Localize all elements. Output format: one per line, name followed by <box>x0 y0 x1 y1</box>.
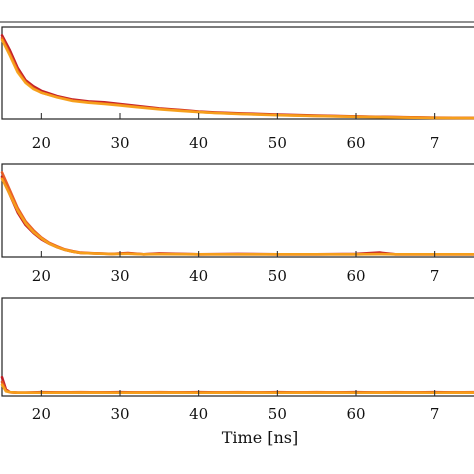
x-tick-label: 40 <box>189 405 208 423</box>
series-line-1 <box>0 175 474 256</box>
panel-bottom: 20 30 40 50 60 7 Time [ns] <box>0 297 474 447</box>
series-line-2 <box>0 36 474 120</box>
series-line-2 <box>0 380 474 394</box>
plot-frame <box>1 163 474 258</box>
series-line-2 <box>0 171 474 256</box>
x-tick-label: 60 <box>346 405 365 423</box>
x-tick-label: 60 <box>346 134 365 152</box>
x-tick-label: 30 <box>110 267 129 285</box>
series-line-3 <box>0 177 474 256</box>
x-tick-label: 7 <box>430 134 440 152</box>
x-tick-label: 40 <box>189 267 208 285</box>
series-line-1 <box>0 375 474 394</box>
plot-frame <box>1 26 474 120</box>
x-tick-label: 50 <box>268 405 287 423</box>
x-tick-label: 7 <box>430 267 440 285</box>
x-tick-label: 20 <box>32 405 51 423</box>
series-line-3 <box>0 383 474 394</box>
x-tick-label: 50 <box>268 267 287 285</box>
panel-middle: 20 30 40 50 60 7 <box>0 163 474 285</box>
x-tick-label: 40 <box>189 134 208 152</box>
series-line-1 <box>0 34 474 120</box>
x-tick-label: 30 <box>110 405 129 423</box>
x-tick-label: 20 <box>32 267 51 285</box>
plot-frame <box>1 297 474 397</box>
x-tick-label: 20 <box>32 134 51 152</box>
series-line-3 <box>0 38 474 120</box>
x-tick-label: 30 <box>110 134 129 152</box>
x-tick-label: 7 <box>430 405 440 423</box>
panel-top: 20 30 40 50 60 7 <box>0 26 474 152</box>
x-axis-label: Time [ns] <box>222 428 299 447</box>
x-tick-label: 60 <box>346 267 365 285</box>
x-tick-label: 50 <box>268 134 287 152</box>
